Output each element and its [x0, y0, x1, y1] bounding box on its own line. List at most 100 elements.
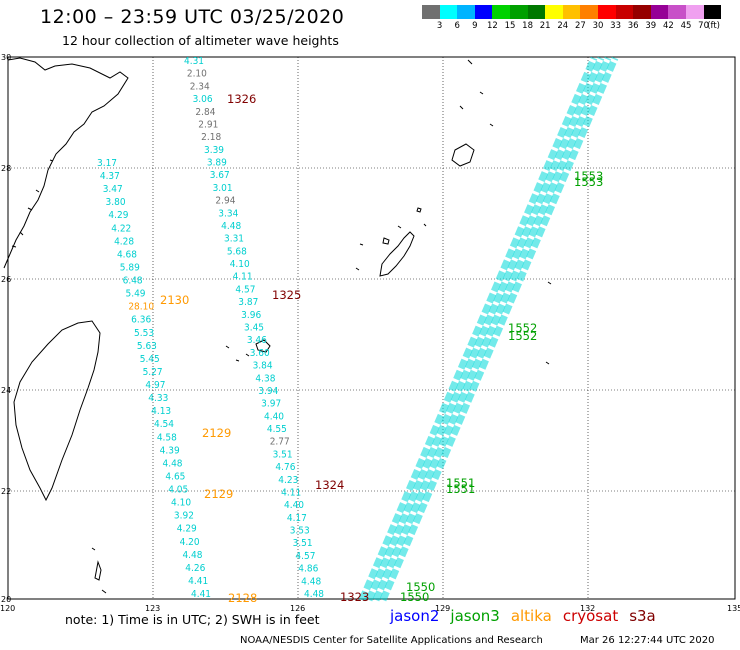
colorbar-swatch — [509, 5, 528, 19]
swh-value: 3.01 — [213, 183, 233, 194]
lat-lon-grid — [7, 56, 736, 600]
colorbar-swatch — [650, 5, 669, 19]
swh-value: 4.22 — [111, 223, 131, 234]
swh-value: 3.51 — [273, 449, 293, 460]
pass-time-label: 1551 — [446, 476, 475, 490]
swh-value: 5.53 — [134, 328, 154, 339]
swh-value: 4.76 — [275, 462, 295, 473]
swh-value: 2.84 — [195, 107, 215, 118]
swh-value: 2.18 — [201, 132, 221, 143]
colorbar-label: 39 — [645, 21, 657, 31]
colorbar-swatch — [439, 5, 458, 19]
colorbar-swatch — [457, 5, 475, 19]
colorbar-label: 3 — [436, 21, 443, 31]
swh-value: 3.89 — [207, 158, 227, 169]
lon-tick-label: 132 — [580, 604, 595, 613]
swh-value: 5.68 — [227, 246, 247, 257]
generated-timestamp: Mar 26 12:27:44 UTC 2020 — [580, 635, 715, 646]
swh-value: 4.26 — [185, 563, 205, 574]
swh-value: 4.10 — [171, 498, 191, 509]
swath-band — [358, 56, 598, 602]
colorbar-swatch — [492, 5, 510, 19]
swh-value: 3.53 — [290, 526, 310, 537]
swh-value: 5.27 — [143, 367, 163, 378]
swh-value: 3.94 — [258, 386, 278, 397]
colorbar-label: 21 — [539, 21, 551, 31]
lat-tick-label: 28 — [1, 164, 11, 173]
pass-time-label: 1553 — [574, 169, 603, 183]
colorbar-swatch — [580, 5, 598, 19]
swh-value: 4.20 — [180, 537, 200, 548]
swh-value: 4.48 — [163, 458, 183, 469]
s3a-track: 4.31 2.102.34 3.06 2.842.91 2.18 3.39 3.893.67… — [184, 56, 369, 604]
swh-value: 3.17 — [97, 158, 117, 169]
taiwan-coastline — [13, 320, 101, 502]
swh-value: 3.60 — [250, 348, 270, 359]
pass-time-label: 2129 — [204, 487, 233, 501]
map-title: 12:00 – 23:59 UTC 03/25/2020 — [40, 6, 345, 28]
kyushu-islets — [459, 59, 552, 365]
swh-value: 4.38 — [255, 373, 275, 384]
swh-value: 4.57 — [235, 284, 255, 295]
swh-value: 4.10 — [230, 259, 250, 270]
swh-value: 3.39 — [204, 145, 224, 156]
colorbar-swatch — [615, 5, 634, 19]
pass-time-label: 1324 — [315, 478, 344, 492]
lon-tick-label: 123 — [145, 604, 160, 613]
credit-line: NOAA/NESDIS Center for Satellite Applica… — [240, 635, 543, 646]
pass-time-label: 1550 — [400, 590, 429, 604]
colorbar-swatch — [597, 5, 616, 19]
map-note: note: 1) Time is in UTC; 2) SWH is in fe… — [65, 612, 320, 627]
lat-tick-label: 22 — [1, 487, 11, 496]
swh-value: 4.13 — [151, 406, 171, 417]
swh-value: 5.63 — [137, 341, 157, 352]
coastlines — [3, 57, 552, 594]
colorbar-labels: 3 6 9 12 15 18 21 24 27 30 33 36 39 42 45 70 (ft) — [422, 21, 740, 33]
swh-value: 3.80 — [106, 197, 126, 208]
philippine-islets — [91, 547, 107, 594]
lat-tick-label: 24 — [1, 386, 11, 395]
pass-time-label: 1326 — [227, 92, 256, 106]
swh-value: 4.41 — [191, 589, 211, 600]
swh-value: 4.54 — [154, 419, 174, 430]
lon-tick-label: 126 — [290, 604, 305, 613]
swh-value: 4.55 — [267, 424, 287, 435]
swh-value: 3.84 — [253, 361, 273, 372]
swh-value: 4.28 — [114, 236, 134, 247]
swh-value: 6.36 — [131, 315, 151, 326]
map-subtitle: 12 hour collection of altimeter wave hei… — [62, 33, 339, 48]
swh-value: 2.91 — [198, 119, 218, 130]
swh-value: 4.48 — [301, 576, 321, 587]
colorbar-swatch — [527, 5, 546, 19]
sakishima-islands — [225, 339, 271, 362]
swh-value: 3.06 — [193, 94, 213, 105]
legend-altika: altika — [510, 607, 552, 625]
swh-value: 5.89 — [120, 262, 140, 273]
wave-height-colorbar — [422, 5, 722, 19]
legend-jason2: jason2 — [390, 607, 440, 625]
lon-tick-label: 120 — [0, 604, 15, 613]
swh-value: 2.94 — [215, 196, 235, 207]
colorbar-swatch — [422, 5, 440, 19]
swh-value: 4.39 — [160, 445, 180, 456]
colorbar-swatch — [562, 5, 581, 19]
pass-time-label: 1552 — [508, 321, 537, 335]
swh-value: 2.10 — [187, 69, 207, 80]
pass-time-label: 1551 — [446, 482, 475, 496]
swh-value: 4.37 — [100, 171, 120, 182]
pass-time-label: 1325 — [272, 288, 301, 302]
swh-value: 4.29 — [108, 210, 128, 221]
colorbar-label: 15 — [504, 21, 516, 31]
china-coastline — [3, 57, 129, 269]
swh-value: 4.57 — [295, 551, 315, 562]
pass-time-label: 2130 — [160, 293, 189, 307]
colorbar-swatch — [685, 5, 704, 19]
colorbar-label: 24 — [557, 21, 569, 31]
pass-time-label: 1550 — [406, 580, 435, 594]
satellite-legend: jason2 jason3 altika cryosat s3a — [390, 607, 667, 625]
swh-value: 3.67 — [210, 170, 230, 181]
swath-band — [372, 56, 612, 602]
swh-value: 4.86 — [298, 564, 318, 575]
